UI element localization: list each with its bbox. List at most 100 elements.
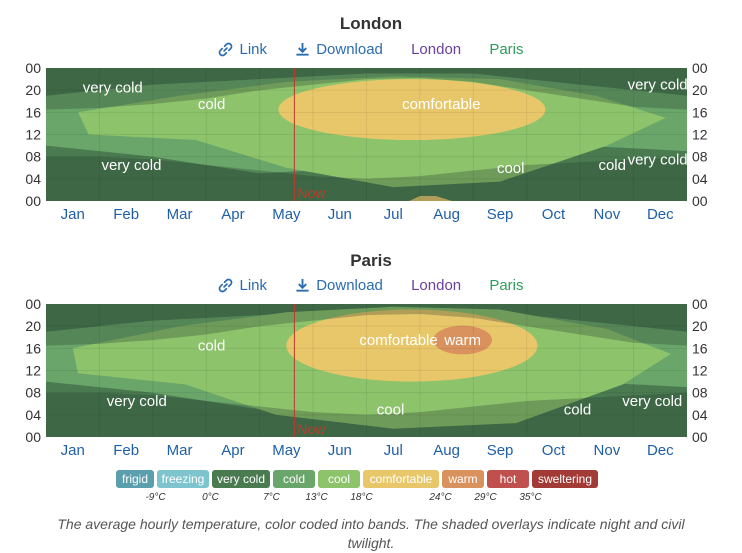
legend-chip: hot <box>487 470 529 488</box>
now-label: Now <box>297 421 326 437</box>
temperature-band <box>46 156 687 201</box>
y-tick-label-left: 12 <box>25 363 41 379</box>
chart-title-london: London <box>339 14 403 33</box>
x-tick-label: Nov <box>594 206 621 223</box>
x-tick-label: Dec <box>647 206 674 223</box>
band-label: cool <box>497 160 525 177</box>
x-tick-label: Aug <box>433 442 460 459</box>
band-label: very cold <box>622 393 682 410</box>
y-tick-label-left: 00 <box>25 62 41 76</box>
x-tick-label: Sep <box>487 206 514 223</box>
y-tick-label-right: 08 <box>692 149 708 165</box>
band-label: cold <box>598 157 626 174</box>
legend-threshold: -9°C <box>145 492 166 503</box>
band-label: very cold <box>83 79 143 96</box>
y-tick-label-right: 16 <box>692 340 708 356</box>
legend-chip: cool <box>318 470 360 488</box>
x-tick-label: May <box>272 206 301 223</box>
band-label: very cold <box>628 77 688 94</box>
y-tick-label-left: 08 <box>25 385 41 401</box>
x-tick-label: Nov <box>594 442 621 459</box>
band-label: cold <box>198 96 226 113</box>
y-tick-label-left: 04 <box>25 171 41 187</box>
x-tick-label: Sep <box>487 442 514 459</box>
y-tick-label-left: 20 <box>25 82 41 98</box>
y-tick-label-left: 20 <box>25 318 41 334</box>
download-label: Download <box>316 41 383 58</box>
y-tick-label-right: 00 <box>692 62 708 76</box>
x-tick-label: Oct <box>542 206 566 223</box>
city-link-paris[interactable]: Paris <box>489 41 524 58</box>
band-label: very cold <box>101 157 161 174</box>
band-label: comfortable <box>402 96 480 113</box>
legend-chip: freezing <box>157 470 209 488</box>
legend-chip: comfortable <box>363 470 439 488</box>
legend-chip: cold <box>273 470 315 488</box>
y-tick-label-left: 12 <box>25 127 41 143</box>
x-tick-label: Jan <box>61 206 85 223</box>
download-icon <box>296 278 309 292</box>
y-tick-label-left: 00 <box>25 298 41 312</box>
legend-chip: warm <box>442 470 484 488</box>
chart-links-paris: Link Download London Paris <box>0 277 742 294</box>
x-tick-label: Oct <box>542 442 566 459</box>
band-label: warm <box>443 332 481 349</box>
download-button[interactable]: Download <box>295 41 383 58</box>
x-tick-label: Feb <box>113 206 139 223</box>
x-tick-label: Apr <box>221 206 244 223</box>
chart-links-london: Link Download London Paris <box>0 41 742 58</box>
download-icon <box>296 42 309 56</box>
x-tick-label: Apr <box>221 442 244 459</box>
temperature-legend: frigid freezing very cold cold cool comfortab… <box>0 470 742 510</box>
band-label: cold <box>564 401 592 418</box>
y-tick-label-left: 04 <box>25 407 41 423</box>
y-tick-label-right: 00 <box>692 429 708 445</box>
x-tick-label: Mar <box>167 206 193 223</box>
y-tick-label-right: 00 <box>692 193 708 209</box>
x-tick-label: Jul <box>384 442 403 459</box>
x-tick-label: Dec <box>647 442 674 459</box>
x-tick-label: May <box>272 442 301 459</box>
legend-chip: frigid <box>116 470 154 488</box>
y-tick-label-right: 00 <box>692 298 708 312</box>
legend-chip: very cold <box>212 470 270 488</box>
legend-threshold: 29°C <box>474 492 497 503</box>
y-tick-label-left: 16 <box>25 104 41 120</box>
city-link-london[interactable]: London <box>411 277 462 294</box>
band-label: cool <box>377 401 405 418</box>
y-tick-label-right: 04 <box>692 407 708 423</box>
chart-caption: The average hourly temperature, color co… <box>57 516 685 551</box>
y-tick-label-left: 16 <box>25 340 41 356</box>
temperature-band <box>46 68 687 110</box>
temperature-band <box>46 304 687 346</box>
y-tick-label-left: 08 <box>25 149 41 165</box>
y-tick-label-left: 00 <box>25 429 41 445</box>
y-tick-label-right: 20 <box>692 318 708 334</box>
y-tick-label-right: 16 <box>692 104 708 120</box>
legend-threshold: 18°C <box>350 492 373 503</box>
legend-threshold: 13°C <box>305 492 328 503</box>
link-button[interactable]: Link <box>218 41 267 58</box>
y-tick-label-right: 12 <box>692 363 708 379</box>
band-label: very cold <box>107 393 167 410</box>
y-tick-label-right: 04 <box>692 171 708 187</box>
link-icon <box>219 42 233 57</box>
link-label: Link <box>239 41 268 58</box>
temperature-band <box>433 325 493 355</box>
city-link-london[interactable]: London <box>411 41 462 58</box>
temperature-band <box>409 196 452 201</box>
temperature-band <box>278 79 546 141</box>
city-link-paris[interactable]: Paris <box>489 277 524 294</box>
x-tick-label: Jun <box>328 442 352 459</box>
chart-title-paris: Paris <box>350 251 392 270</box>
x-tick-label: Mar <box>167 442 193 459</box>
download-button[interactable]: Download <box>295 277 383 294</box>
y-tick-label-right: 12 <box>692 127 708 143</box>
x-tick-label: Aug <box>433 206 460 223</box>
band-label: very cold <box>628 151 688 168</box>
x-tick-label: Jul <box>384 206 403 223</box>
legend-threshold: 24°C <box>429 492 452 503</box>
link-button[interactable]: Link <box>218 277 267 294</box>
link-icon <box>219 278 233 293</box>
